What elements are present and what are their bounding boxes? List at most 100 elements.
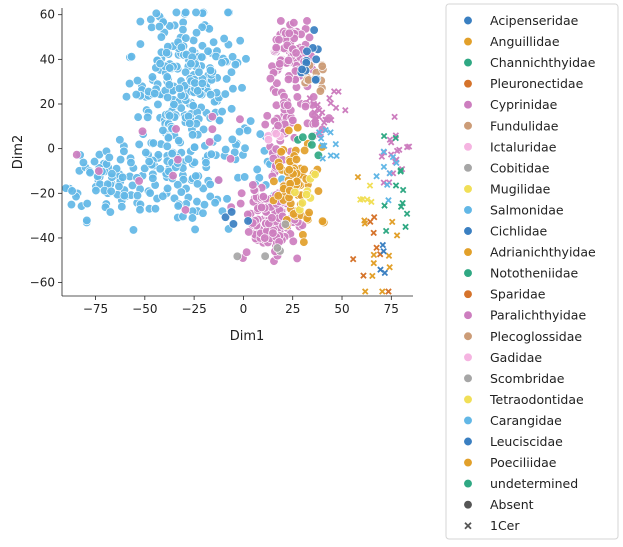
scatter-point: [191, 7, 201, 18]
scatter-point: [94, 166, 104, 176]
scatter-point: [240, 143, 250, 153]
scatter-point: [242, 125, 253, 136]
scatter-point: [169, 99, 179, 110]
scatter-point-x: [397, 203, 405, 210]
scatter-point-x: [310, 115, 318, 123]
scatter-point-x: [333, 152, 340, 160]
scatter-point: [173, 201, 183, 211]
scatter-point: [155, 164, 165, 174]
scatter-point-x: [326, 94, 333, 102]
y-tick-label: −40: [30, 231, 55, 245]
scatter-point: [220, 89, 230, 99]
scatter-point: [263, 135, 274, 145]
scatter-point-x: [319, 155, 326, 162]
scatter-point-x: [385, 252, 393, 259]
scatter-point: [299, 145, 310, 156]
scatter-point: [134, 176, 144, 186]
scatter-point: [283, 55, 294, 66]
scatter-point-x: [361, 220, 369, 227]
scatter-point-x: [322, 126, 329, 134]
scatter-point: [252, 164, 262, 175]
legend-marker: [463, 36, 473, 47]
scatter-point: [304, 32, 315, 43]
scatter-point: [174, 136, 184, 146]
scatter-point: [291, 154, 302, 165]
legend: Acipenseridae Anguillidae Channichthyidae P…: [445, 3, 619, 540]
legend-marker: [463, 226, 473, 236]
scatter-point: [192, 179, 203, 189]
scatter-point: [284, 28, 294, 38]
scatter-point: [106, 186, 116, 196]
legend-label: Leuciscidae: [490, 434, 563, 449]
scatter-point: [222, 74, 232, 84]
scatter-point: [115, 154, 126, 165]
scatter-point: [248, 180, 258, 190]
scatter-point: [242, 247, 252, 257]
scatter-point: [241, 54, 251, 64]
scatter-point: [192, 86, 203, 96]
scatter-point: [121, 92, 132, 102]
scatter-point: [117, 202, 127, 212]
scatter-point-x: [380, 247, 387, 255]
scatter-point: [210, 198, 220, 208]
scatter-point: [235, 36, 245, 46]
y-tick-label: 40: [40, 52, 55, 66]
scatter-point: [230, 147, 240, 157]
scatter-point: [298, 132, 308, 142]
scatter-point: [148, 138, 159, 148]
scatter-point: [141, 147, 151, 158]
scatter-point: [107, 169, 117, 179]
x-tick-label: 75: [384, 302, 399, 316]
scatter-point-x: [389, 153, 397, 161]
scatter-point: [162, 183, 173, 194]
legend-label: undetermined: [490, 476, 578, 491]
scatter-point: [147, 22, 157, 33]
scatter-point: [197, 22, 207, 32]
legend-marker: [463, 268, 473, 278]
scatter-point: [150, 204, 161, 214]
scatter-point: [165, 63, 175, 73]
scatter-point: [189, 142, 200, 152]
scatter-point-x: [366, 182, 374, 189]
scatter-point: [176, 187, 186, 197]
x-tick-label: 0: [240, 302, 248, 316]
legend-label: Sparidae: [490, 287, 546, 302]
scatter-point: [173, 155, 183, 165]
scatter-point: [194, 67, 204, 77]
scatter-point-x: [381, 269, 389, 277]
scatter-point: [190, 224, 200, 235]
legend-label: 1Cer: [490, 518, 520, 533]
scatter-point: [153, 99, 163, 110]
scatter-point: [288, 115, 298, 125]
scatter-point: [126, 157, 136, 168]
scatter-point: [205, 137, 215, 147]
y-ticks: −60 −40 −20 0 20 40 60: [30, 8, 62, 290]
scatter-point: [226, 67, 237, 77]
scatter-point-x: [387, 139, 395, 146]
legend-label: Salmonidae: [490, 202, 564, 217]
scatter-point: [284, 125, 294, 136]
scatter-point: [288, 236, 298, 246]
scatter-point-x: [373, 244, 380, 251]
legend-marker: [463, 394, 473, 405]
scatter-point: [104, 152, 114, 163]
scatter-point: [187, 130, 198, 140]
legend-marker: [463, 205, 473, 215]
scatter-point-x: [368, 198, 375, 206]
scatter-point: [237, 83, 247, 93]
scatter-point: [117, 172, 128, 182]
scatter-point: [183, 154, 194, 164]
scatter-point: [302, 16, 312, 26]
scatter-point: [131, 89, 141, 100]
scatter-point: [187, 213, 198, 223]
axes: [61, 8, 413, 297]
scatter-point: [236, 188, 247, 198]
scatter-point: [307, 140, 317, 150]
scatter-point-x: [382, 227, 390, 235]
scatter-point-x: [311, 109, 318, 116]
legend-marker-x: [464, 522, 472, 530]
scatter-point: [148, 173, 158, 183]
scatter-point-x: [386, 263, 393, 271]
legend-frame: [445, 3, 619, 540]
